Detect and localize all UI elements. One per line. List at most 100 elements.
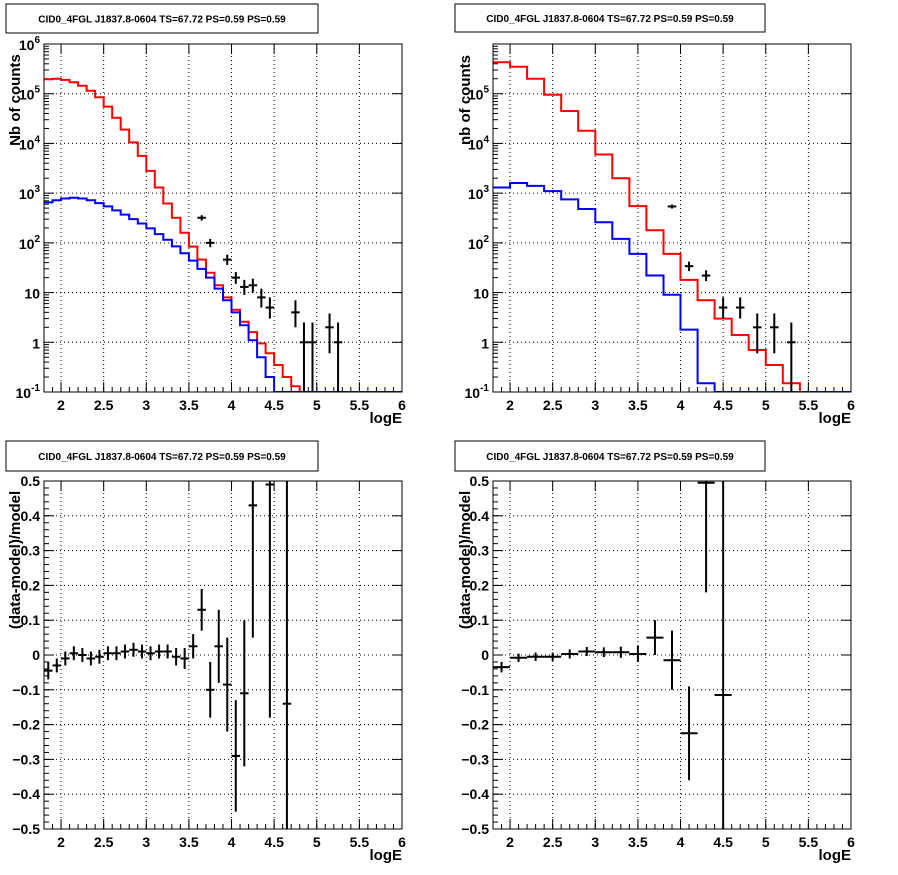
plot-frame <box>492 480 852 830</box>
y-tick-label: 104 <box>19 134 41 152</box>
residual-point <box>714 481 732 829</box>
x-tick-label: 3.5 <box>628 397 648 413</box>
residual-point <box>646 620 664 655</box>
data-point <box>701 270 711 282</box>
y-tick-label: 10-1 <box>465 383 490 401</box>
y-tick-label: 0.5 <box>21 473 41 489</box>
x-tick-label: 6 <box>398 397 406 413</box>
residual-point <box>163 644 172 659</box>
y-tick-label: 105 <box>468 85 490 103</box>
y-tick-label: −0.1 <box>461 682 489 698</box>
y-tick-label: 104 <box>468 134 490 152</box>
residual-point <box>527 652 545 661</box>
residual-point <box>561 649 579 659</box>
x-tick-label: 5 <box>313 834 321 850</box>
residual-point <box>231 700 241 812</box>
chart-panel-4: 2 2.5 3 3.5 4 4.5 5 5.5 6 −0.5 −0.4 −0.3 −0.2 −0.1 0 0.… <box>454 440 855 864</box>
x-tick-label: 5.5 <box>350 834 370 850</box>
model-histogram <box>44 77 402 392</box>
y-tick-exponent: -1 <box>31 383 40 394</box>
chart-panel-1: 2 2.5 3 3.5 4 4.5 5 5.5 6 10-1 1 10 102 103 104 105 106 l… <box>5 3 406 427</box>
x-tick-label: 4 <box>228 397 236 413</box>
residual-point <box>544 652 562 661</box>
data-point <box>197 215 206 221</box>
x-axis-label: logE <box>370 847 403 864</box>
x-tick-label: 5.5 <box>799 834 819 850</box>
y-tick-label: −0.2 <box>461 717 489 733</box>
residual-point <box>223 637 232 732</box>
chart-panel-2: 2 2.5 3 3.5 4 4.5 5 5.5 6 10-1 1 10 102 103 104 105 logE… <box>454 3 855 427</box>
residual-point <box>265 481 275 718</box>
y-tick-label: 0.3 <box>470 543 490 559</box>
residual-point <box>180 648 189 669</box>
residual-point <box>95 649 104 664</box>
residual-point <box>240 620 249 767</box>
y-tick-label: 1 <box>32 335 40 351</box>
y-tick-label: 103 <box>468 184 490 202</box>
residual-point <box>44 661 53 680</box>
data-point <box>240 279 249 295</box>
x-tick-label: 2 <box>57 834 65 850</box>
x-tick-label: 5.5 <box>799 397 819 413</box>
y-tick-label: −0.5 <box>12 821 40 837</box>
x-tick-label: 4 <box>677 834 685 850</box>
y-tick-label: 0.2 <box>21 577 41 593</box>
data-point <box>231 271 241 284</box>
y-tick-label: 106 <box>19 35 41 53</box>
residual-point <box>493 661 511 673</box>
data-point <box>770 313 779 354</box>
x-axis-label: logE <box>819 410 852 427</box>
y-tick-exponent: 2 <box>34 234 40 245</box>
data-point <box>752 313 762 354</box>
y-tick-label: 0.1 <box>470 612 490 628</box>
residual-point <box>697 481 715 593</box>
y-tick-label: 0 <box>32 647 40 663</box>
plot-area <box>493 481 732 829</box>
x-tick-label: 3 <box>591 834 599 850</box>
residual-point <box>69 646 79 661</box>
y-tick-exponent: 4 <box>34 134 40 145</box>
residual-point <box>112 646 121 661</box>
data-point <box>291 300 300 328</box>
residual-point <box>578 646 596 657</box>
chart-title: CID0_4FGL J1837.8-0604 TS=67.72 PS=0.59 … <box>38 15 286 26</box>
data-point <box>325 313 334 354</box>
x-tick-label: 2.5 <box>543 834 563 850</box>
background-histogram <box>493 182 851 392</box>
chart-title: CID0_4FGL J1837.8-0604 TS=67.72 PS=0.59 … <box>38 452 286 463</box>
residual-point <box>282 481 292 829</box>
residual-point <box>197 588 206 631</box>
x-tick-label: 4 <box>677 397 685 413</box>
plot-frame <box>43 480 403 830</box>
y-tick-exponent: 6 <box>34 35 40 46</box>
x-tick-label: 2 <box>57 397 65 413</box>
x-tick-label: 3 <box>591 397 599 413</box>
x-tick-label: 5 <box>762 834 770 850</box>
y-axis-label: Nb of counts <box>7 54 24 146</box>
y-tick-label: 105 <box>19 85 41 103</box>
x-axis-label: logE <box>370 410 403 427</box>
residual-point <box>146 646 155 661</box>
x-tick-label: 2 <box>506 834 514 850</box>
chart-title: CID0_4FGL J1837.8-0604 TS=67.72 PS=0.59 … <box>486 14 734 25</box>
y-tick-label: 0.2 <box>470 577 490 593</box>
y-tick-label: 0.4 <box>470 508 490 524</box>
data-point <box>265 297 275 319</box>
x-tick-label: 6 <box>398 834 406 850</box>
residual-point <box>78 648 87 662</box>
y-tick-label: 0 <box>481 647 489 663</box>
data-point <box>308 322 317 392</box>
title-box <box>5 3 319 34</box>
title-box <box>454 440 766 472</box>
y-tick-exponent: 5 <box>34 85 40 96</box>
chart-title: CID0_4FGL J1837.8-0604 TS=67.72 PS=0.59 … <box>486 452 734 463</box>
x-tick-label: 6 <box>847 397 855 413</box>
x-tick-label: 4.5 <box>264 834 284 850</box>
plot-area <box>493 61 851 392</box>
y-tick-label: −0.5 <box>461 821 489 837</box>
residual-point <box>129 642 138 657</box>
y-axis-label: (data-model)/model <box>457 491 474 629</box>
y-tick-exponent: 3 <box>483 184 489 195</box>
data-point <box>257 288 266 308</box>
